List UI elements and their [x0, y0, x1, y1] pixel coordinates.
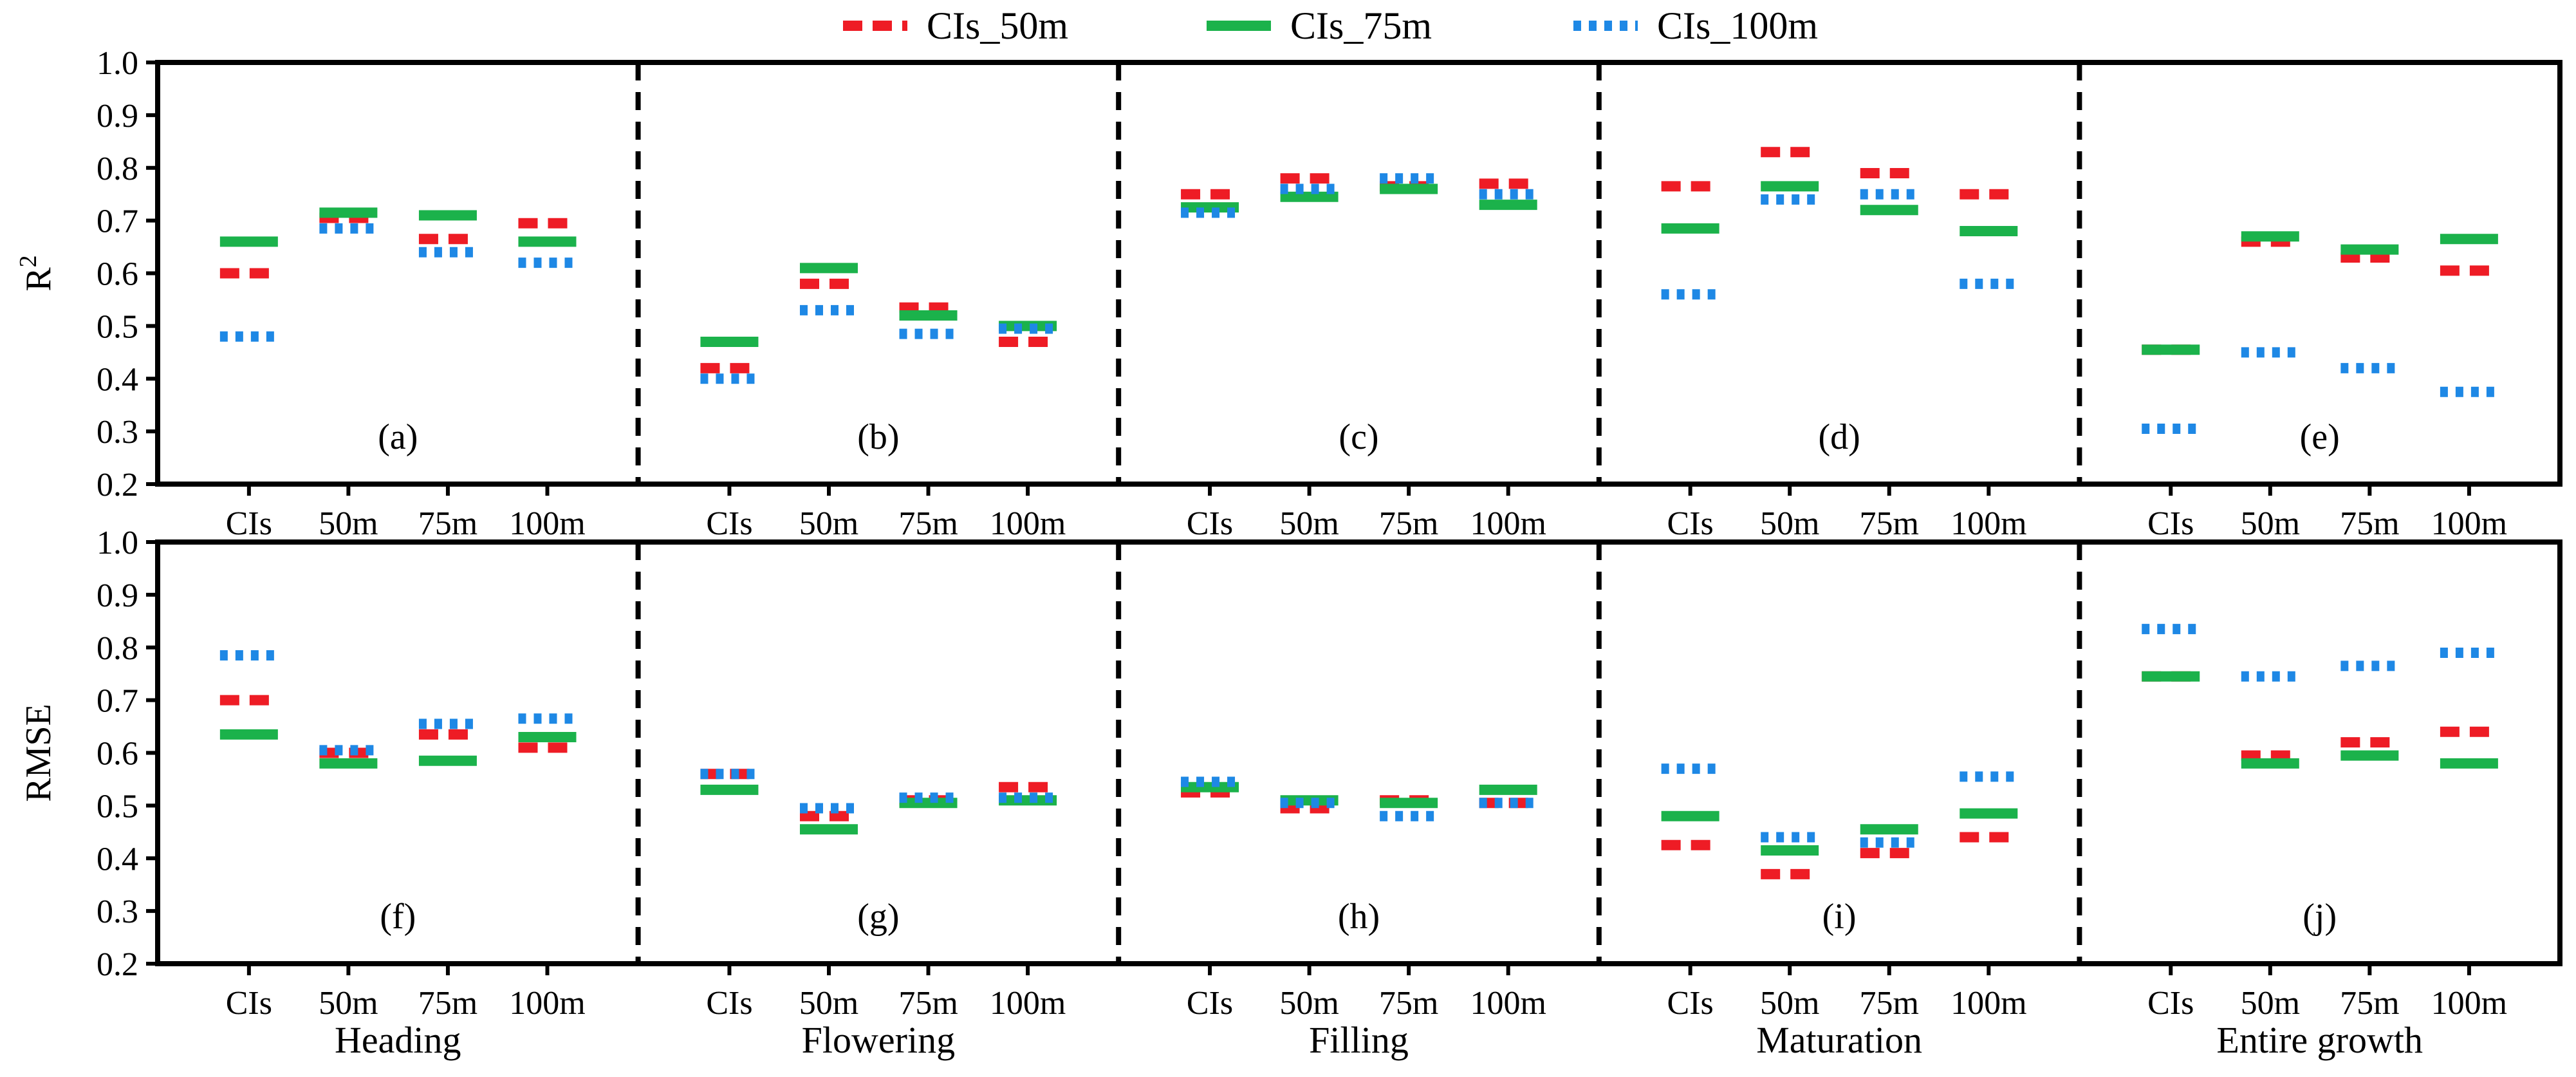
panel-j: CIs 50m 75m 100m (j) Entire growth: [2142, 624, 2507, 1061]
x-tick-label-100m: 100m: [1470, 505, 1546, 542]
x-tick-label-75m: 75m: [418, 985, 477, 1022]
x-tick-label-50m: 50m: [799, 505, 858, 542]
x-tick-label-50m: 50m: [799, 985, 858, 1022]
panel-label: (j): [2303, 897, 2337, 937]
x-tick-label-50m: 50m: [319, 505, 378, 542]
panel-label: (b): [857, 417, 899, 457]
x-tick-label-75m: 75m: [2340, 505, 2399, 542]
y-axis-label: R2: [15, 255, 59, 291]
x-tick-label-50m: 50m: [1760, 985, 1819, 1022]
x-tick-label-50m: 50m: [1279, 505, 1339, 542]
y-tick-label: 0.5: [97, 308, 138, 345]
y-axis-label-superscript: 2: [15, 255, 42, 267]
x-tick-label-50m: 50m: [1279, 985, 1339, 1022]
y-tick-label: 0.8: [97, 630, 138, 667]
x-tick-label-100m: 100m: [990, 985, 1066, 1022]
y-tick-label: 0.6: [97, 736, 138, 773]
panel-c: CIs 50m 75m 100m (c): [1181, 173, 1546, 542]
y-tick-label: 0.2: [97, 946, 138, 983]
x-tick-label-cis: CIs: [1667, 985, 1714, 1022]
x-tick-label-100m: 100m: [1951, 505, 2026, 542]
y-tick-label: 0.6: [97, 256, 138, 293]
legend-item-cis-75m: CIs_75m: [1207, 5, 1432, 47]
legend: CIs_50m CIs_75m CIs_100m: [843, 5, 1818, 47]
x-tick-label-75m: 75m: [2340, 985, 2399, 1022]
x-tick-label-cis: CIs: [226, 985, 272, 1022]
row-rmse: 0.2 0.3 0.4 0.5 0.6 0.7 0.8 0.9 1.0 RMSE CIs 50m 75m…: [19, 525, 2562, 1061]
x-tick-label-75m: 75m: [898, 985, 958, 1022]
x-tick-label-cis: CIs: [706, 505, 752, 542]
x-tick-label-50m: 50m: [2241, 505, 2300, 542]
panel-i: CIs 50m 75m 100m (i) Maturation: [1661, 763, 2027, 1061]
x-tick-label-cis: CIs: [1187, 505, 1233, 542]
x-tick-label-75m: 75m: [1860, 505, 1919, 542]
row-r2: 0.2 0.3 0.4 0.5 0.6 0.7 0.8 0.9 1.0 R2 CIs 50m 75m 10…: [15, 45, 2562, 542]
panel-e: CIs 50m 75m 100m (e): [2142, 231, 2507, 542]
x-tick-label-cis: CIs: [2147, 985, 2194, 1022]
x-tick-label-100m: 100m: [2431, 505, 2507, 542]
stage-label-heading: Heading: [335, 1019, 461, 1061]
x-tick-label-cis: CIs: [226, 505, 272, 542]
y-tick-label: 0.7: [97, 203, 138, 240]
panel-label: (i): [1822, 897, 1857, 937]
stage-label-flowering: Flowering: [802, 1019, 955, 1061]
panel-label: (e): [2300, 417, 2340, 457]
y-tick-label: 1.0: [97, 45, 138, 82]
stage-label-filling: Filling: [1309, 1019, 1409, 1061]
x-tick-label-100m: 100m: [990, 505, 1066, 542]
panel-h: CIs 50m 75m 100m (h) Filling: [1181, 776, 1546, 1061]
panel-label: (c): [1339, 417, 1378, 457]
y-tick-label: 0.7: [97, 683, 138, 720]
panel-label: (h): [1338, 897, 1380, 937]
legend-label-cis-75m: CIs_75m: [1290, 5, 1432, 47]
x-tick-label-75m: 75m: [1860, 985, 1919, 1022]
chart-rows: 0.2 0.3 0.4 0.5 0.6 0.7 0.8 0.9 1.0 R2 CIs 50m 75m 10…: [15, 45, 2562, 1061]
x-tick-label-cis: CIs: [706, 985, 752, 1022]
y-tick-label: 0.4: [97, 841, 138, 877]
stage-label-entire-growth: Entire growth: [2216, 1019, 2423, 1061]
panel-b: CIs 50m 75m 100m (b): [700, 263, 1066, 542]
x-tick-label-cis: CIs: [2147, 505, 2194, 542]
legend-item-cis-50m: CIs_50m: [843, 5, 1068, 47]
panel-label: (a): [378, 417, 418, 457]
panel-label: (f): [380, 897, 416, 937]
x-tick-label-100m: 100m: [509, 505, 585, 542]
y-tick-label: 1.0: [97, 525, 138, 561]
y-tick-label: 0.2: [97, 467, 138, 503]
y-tick-label: 0.5: [97, 788, 138, 825]
x-tick-label-cis: CIs: [1667, 505, 1714, 542]
x-tick-label-100m: 100m: [2431, 985, 2507, 1022]
panel-d: CIs 50m 75m 100m (d): [1661, 147, 2027, 542]
panel-f: CIs 50m 75m 100m (f) Heading: [219, 650, 586, 1061]
x-tick-label-cis: CIs: [1187, 985, 1233, 1022]
y-tick-label: 0.9: [97, 577, 138, 614]
y-tick-label: 0.8: [97, 151, 138, 187]
y-axis-label-text: R: [19, 267, 59, 292]
x-tick-label-50m: 50m: [2241, 985, 2300, 1022]
y-axis-label-text: RMSE: [19, 704, 59, 802]
y-tick-label: 0.4: [97, 361, 138, 398]
y-tick-label: 0.3: [97, 894, 138, 930]
y-tick-label: 0.9: [97, 98, 138, 135]
x-tick-label-75m: 75m: [1379, 985, 1438, 1022]
x-tick-label-75m: 75m: [418, 505, 477, 542]
y-axis-label: RMSE: [19, 704, 59, 802]
x-tick-label-50m: 50m: [319, 985, 378, 1022]
x-tick-label-50m: 50m: [1760, 505, 1819, 542]
x-tick-label-100m: 100m: [509, 985, 585, 1022]
stage-label-maturation: Maturation: [1756, 1019, 1922, 1061]
legend-label-cis-100m: CIs_100m: [1657, 5, 1818, 47]
legend-item-cis-100m: CIs_100m: [1573, 5, 1818, 47]
legend-label-cis-50m: CIs_50m: [927, 5, 1068, 47]
x-tick-label-100m: 100m: [1470, 985, 1546, 1022]
panel-a: CIs 50m 75m 100m (a): [219, 207, 586, 542]
panel-label: (d): [1818, 417, 1860, 457]
x-tick-label-75m: 75m: [898, 505, 958, 542]
panel-g: CIs 50m 75m 100m (g) Flowering: [700, 769, 1066, 1061]
panel-label: (g): [857, 897, 899, 937]
y-tick-label: 0.3: [97, 414, 138, 451]
x-tick-label-75m: 75m: [1379, 505, 1438, 542]
x-tick-label-100m: 100m: [1951, 985, 2026, 1022]
